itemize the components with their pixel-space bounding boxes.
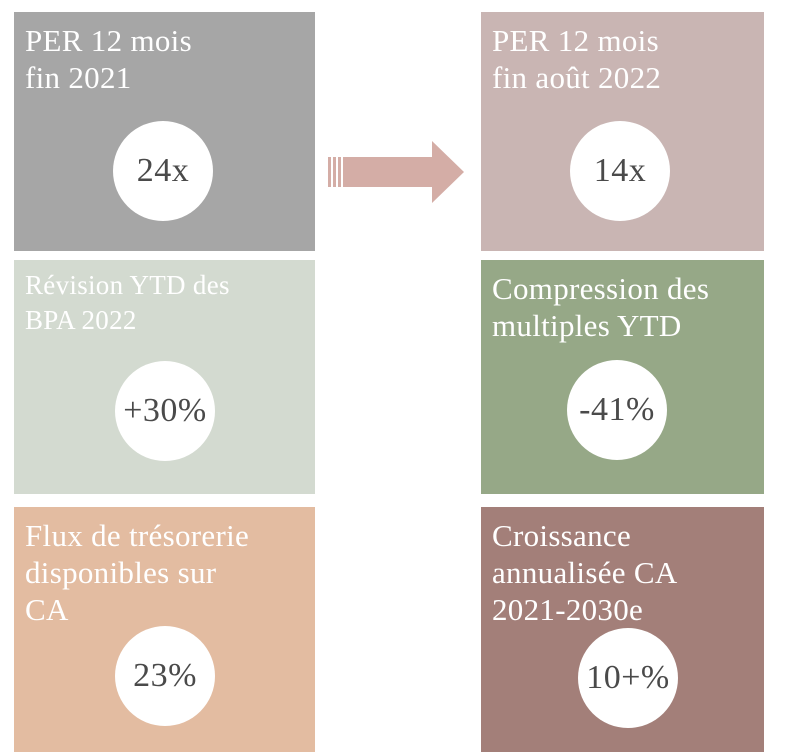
tile-growth: Croissance annualisée CA 2021-2030e 10+% [481, 507, 764, 752]
value-circle: 10+% [578, 628, 678, 728]
tile-per-2022: PER 12 mois fin août 2022 14x [481, 12, 764, 251]
tile-bpa-revision: Révision YTD des BPA 2022 +30% [14, 260, 315, 494]
tile-free-cash-flow: Flux de trésorerie disponibles sur CA 23… [14, 507, 315, 752]
tile-title: Croissance annualisée CA 2021-2030e [492, 518, 678, 627]
value-circle: 24x [113, 121, 213, 221]
tile-value: 10+% [586, 659, 670, 696]
value-circle: 14x [570, 121, 670, 221]
tile-value: 24x [136, 152, 190, 189]
tile-title: PER 12 mois fin 2021 [25, 23, 192, 95]
tile-title: Compression des multiples YTD [492, 271, 710, 343]
tile-value: 23% [133, 657, 197, 694]
tile-compression: Compression des multiples YTD -41% [481, 260, 764, 494]
value-circle: -41% [567, 360, 667, 460]
value-circle: +30% [115, 361, 215, 461]
right-arrow-icon [328, 141, 464, 203]
tile-value: -41% [579, 391, 655, 428]
tile-value: 14x [593, 152, 647, 189]
value-circle: 23% [115, 626, 215, 726]
tile-per-2021: PER 12 mois fin 2021 24x [14, 12, 315, 251]
tile-title: PER 12 mois fin août 2022 [492, 23, 662, 95]
tile-title: Flux de trésorerie disponibles sur CA [25, 518, 250, 627]
tile-title: Révision YTD des BPA 2022 [25, 270, 230, 335]
tile-value: +30% [123, 392, 207, 429]
